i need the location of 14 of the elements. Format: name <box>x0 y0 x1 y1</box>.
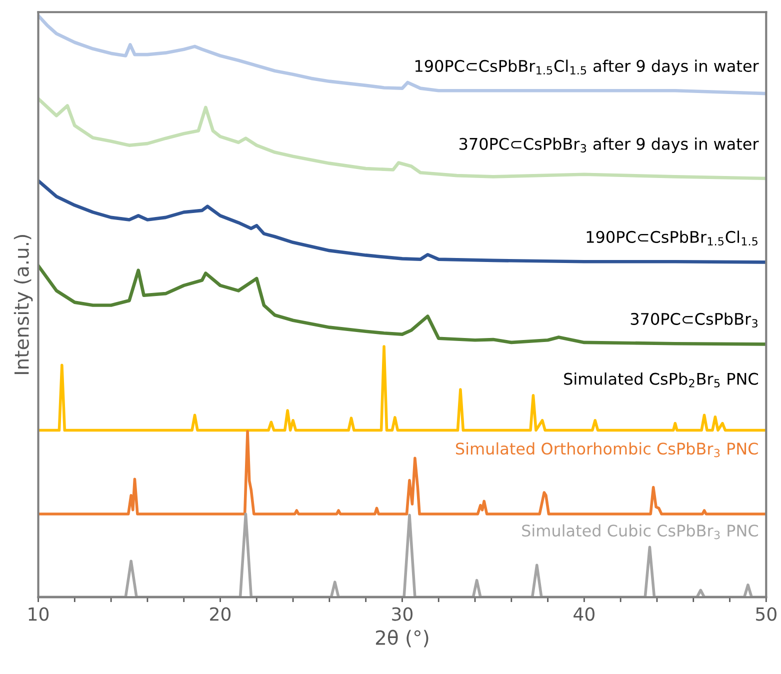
x-tick-label: 50 <box>756 607 776 621</box>
series-label: 190PC⊂CsPbBr$_{1.5}$Cl$_{1.5}$ after 9 days in water <box>415 60 759 76</box>
y-axis-title: Intensity (a.u.) <box>14 235 33 374</box>
series-label: 370PC⊂CsPbBr$_{3}$ after 9 days in water <box>460 138 759 154</box>
series-label: 190PC⊂CsPbBr$_{1.5}$Cl$_{1.5}$ <box>586 230 758 246</box>
series-label: Simulated Cubic CsPbBr$_{3}$ PNC <box>522 524 758 540</box>
x-tick-label: 10 <box>28 607 49 621</box>
series-label: Simulated CsPb$_{2}$Br$_{5}$ PNC <box>564 372 758 388</box>
x-tick-label: 20 <box>210 607 231 621</box>
x-tick-label: 30 <box>392 607 413 621</box>
text: Simulated Orthorhombic CsPbBr$_{3}$ PNC <box>456 442 758 458</box>
series-label: 370PC⊂CsPbBr$_{3}$ <box>630 312 758 328</box>
x-tick-label: 40 <box>574 607 594 621</box>
x-axis-title: 2θ (°) <box>376 630 428 648</box>
